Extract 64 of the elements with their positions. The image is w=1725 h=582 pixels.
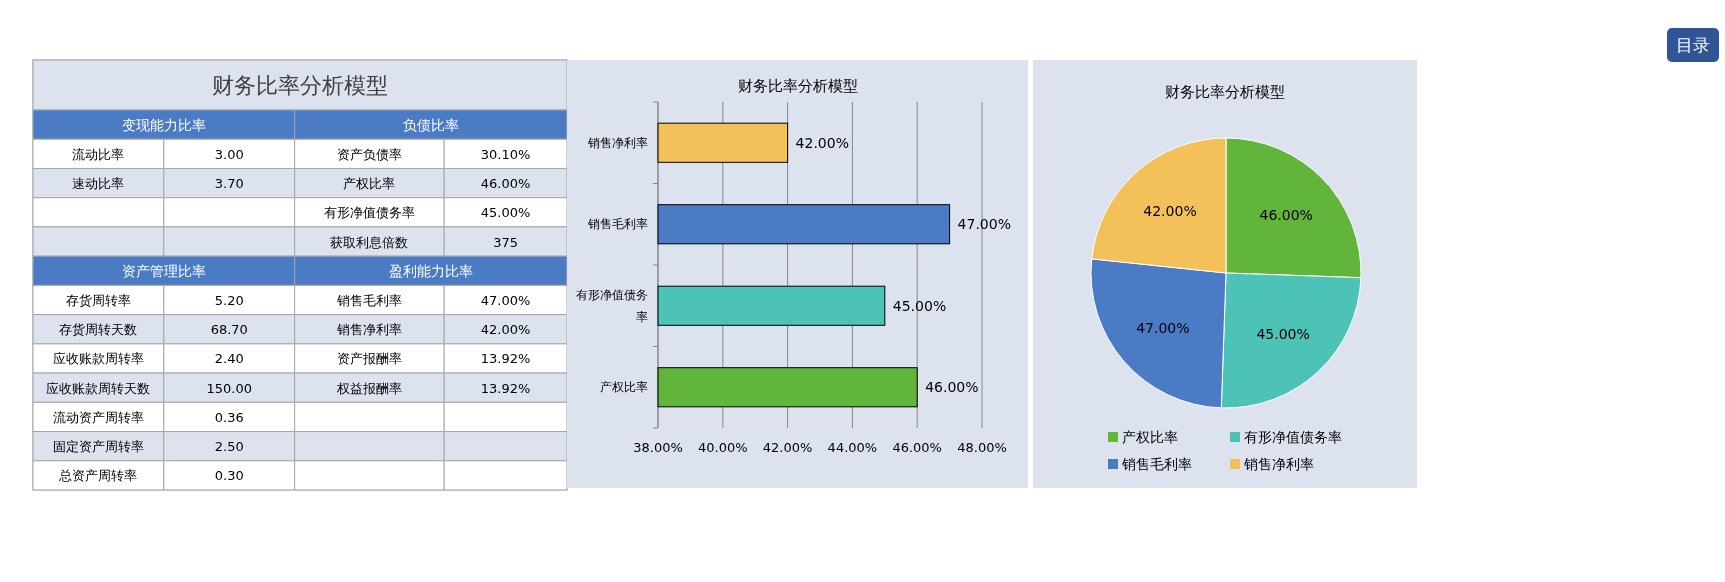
- data-label: 46.00%: [1259, 206, 1313, 223]
- text: 13.92%: [480, 351, 531, 367]
- legend-label: 产权比率: [1122, 429, 1178, 445]
- y-tick-label: 销售毛利率: [587, 217, 648, 232]
- legend-label: 有形净值债务率: [1244, 429, 1342, 445]
- text: 应收账款周转率: [52, 351, 144, 367]
- text: 资产报酬率: [336, 351, 402, 367]
- text: 目录: [1676, 35, 1710, 55]
- text: 固定资产周转率: [52, 439, 144, 455]
- x-tick-label: 48.00%: [957, 440, 1007, 455]
- data-label: 42.00%: [795, 134, 849, 151]
- x-tick-label: 42.00%: [762, 440, 813, 455]
- text: 2.40: [214, 351, 244, 367]
- data-label: 47.00%: [957, 216, 1011, 233]
- data-label: 47.00%: [1136, 319, 1190, 336]
- text: 总资产周转率: [59, 468, 138, 484]
- text: 销售净利率: [336, 322, 402, 338]
- y-tick-label: 有形净值债务率: [576, 287, 648, 324]
- legend-label: 销售净利率: [1243, 456, 1314, 472]
- text: 变现能力比率: [121, 116, 206, 133]
- text: 30.10%: [480, 146, 531, 162]
- data-label: 46.00%: [925, 379, 979, 396]
- text: 375: [493, 234, 518, 250]
- text: 45.00%: [480, 205, 531, 221]
- x-tick-label: 38.00%: [633, 440, 683, 455]
- x-tick-label: 46.00%: [892, 440, 942, 455]
- text: 应收账款周转天数: [46, 380, 151, 396]
- text: 获取利息倍数: [330, 234, 409, 250]
- text: 68.70: [210, 322, 248, 338]
- data-label: 42.00%: [1143, 202, 1197, 219]
- text: 47.00%: [480, 293, 531, 308]
- text: 流动资产周转率: [52, 409, 144, 425]
- text: 资产负债率: [336, 146, 402, 162]
- data-label: 45.00%: [1256, 326, 1310, 343]
- text: 3.70: [214, 176, 244, 192]
- text: 负债比率: [402, 116, 459, 133]
- text: 资产管理比率: [121, 262, 206, 279]
- legend-label: 销售毛利率: [1121, 456, 1192, 472]
- text: 3.00: [214, 146, 244, 162]
- text: 流动比率: [72, 146, 125, 162]
- text: 速动比率: [72, 176, 125, 192]
- text: 2.50: [214, 439, 244, 455]
- chart-title: 财务比率分析模型: [737, 77, 858, 95]
- text: 46.00%: [480, 176, 531, 192]
- text: 销售毛利率: [336, 293, 402, 308]
- data-label: 45.00%: [892, 297, 947, 314]
- x-tick-label: 44.00%: [827, 440, 878, 455]
- y-tick-label: 产权比率: [600, 380, 648, 395]
- text: 产权比率: [343, 176, 396, 192]
- text: 盈利能力比率: [388, 262, 473, 279]
- text: 13.92%: [480, 380, 531, 396]
- text: 存货周转天数: [59, 322, 138, 338]
- text: 5.20: [214, 293, 244, 308]
- text: 0.36: [214, 409, 244, 425]
- text: 权益报酬率: [336, 380, 402, 396]
- text: 财务比率分析模型: [212, 73, 388, 98]
- text: 存货周转率: [65, 293, 131, 308]
- text: 0.30: [214, 468, 244, 484]
- text: 有形净值债务率: [323, 205, 415, 221]
- chart-title: 财务比率分析模型: [1165, 83, 1285, 101]
- text: 150.00: [206, 380, 252, 396]
- y-tick-label: 销售净利率: [587, 135, 648, 150]
- text: 42.00%: [480, 322, 531, 338]
- x-tick-label: 40.00%: [698, 440, 748, 455]
